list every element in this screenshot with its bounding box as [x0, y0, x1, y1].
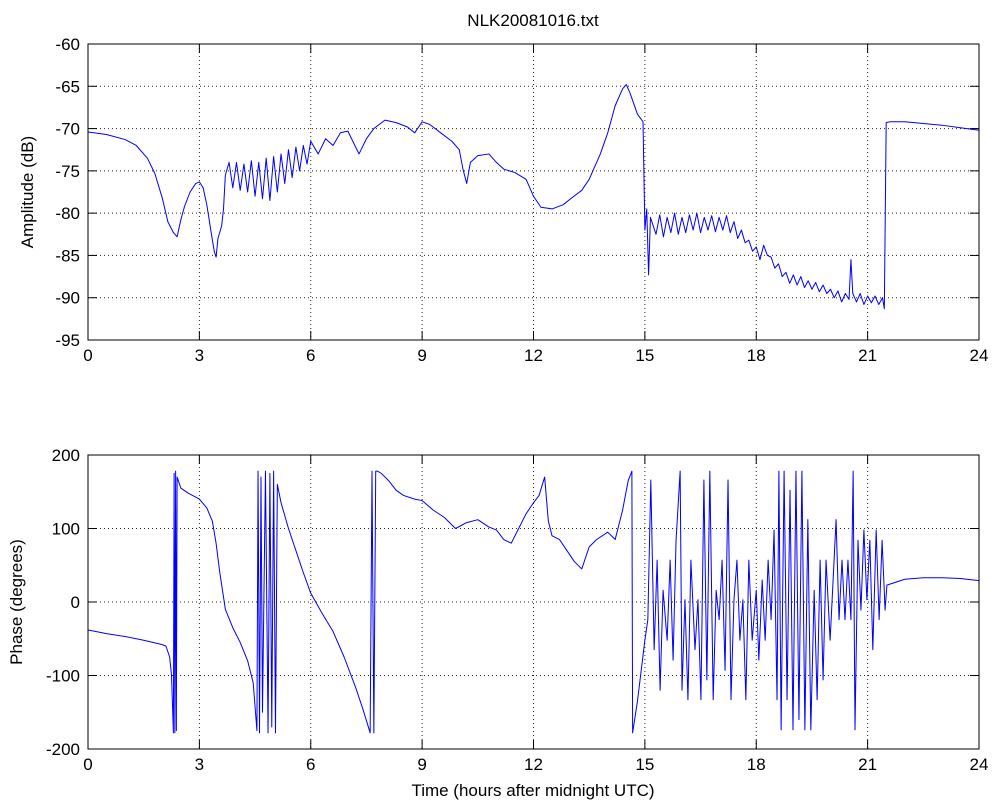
- amplitude-axes: 0 3 6 9 12 15 18 21 24 -95 -90 -85 -80 -75 -70 -65 -60 A…: [18, 35, 988, 365]
- x-tick-label: 21: [858, 346, 877, 365]
- x-tick-label: 24: [970, 755, 989, 774]
- y-tick-label: 200: [52, 446, 80, 465]
- amplitude-y-axis-label: Amplitude (dB): [18, 136, 37, 248]
- y-tick-label: -85: [55, 246, 80, 265]
- phase-ticks: [87, 454, 980, 750]
- x-tick-label: 21: [858, 755, 877, 774]
- x-tick-label: 9: [417, 346, 426, 365]
- y-tick-label: -200: [46, 740, 80, 759]
- y-tick-label: -70: [55, 120, 80, 139]
- y-tick-label: -65: [55, 77, 80, 96]
- phase-grid: [88, 455, 979, 749]
- x-tick-label: 6: [306, 346, 315, 365]
- x-tick-label: 18: [747, 346, 766, 365]
- x-tick-label: 3: [195, 346, 204, 365]
- time-x-axis-label: Time (hours after midnight UTC): [411, 781, 654, 800]
- x-tick-label: 3: [195, 755, 204, 774]
- y-tick-label: 100: [52, 520, 80, 539]
- x-tick-label: 0: [83, 755, 92, 774]
- x-tick-label: 0: [83, 346, 92, 365]
- y-tick-label: 0: [71, 593, 80, 612]
- phase-series-line: [88, 470, 979, 734]
- amplitude-ticks: [87, 43, 980, 341]
- y-tick-label: -80: [55, 204, 80, 223]
- x-tick-label: 12: [524, 755, 543, 774]
- phase-tick-labels: 0 3 6 9 12 15 18 21 24 -200 -100 0 100 200: [46, 446, 988, 774]
- x-tick-label: 12: [524, 346, 543, 365]
- amplitude-series-line: [88, 84, 979, 310]
- x-tick-label: 24: [970, 346, 989, 365]
- x-tick-label: 15: [635, 346, 654, 365]
- y-tick-label: -75: [55, 162, 80, 181]
- phase-axes: 0 3 6 9 12 15 18 21 24 -200 -100 0 100 200 Phase (deg…: [7, 446, 988, 800]
- x-tick-label: 6: [306, 755, 315, 774]
- y-tick-label: -60: [55, 35, 80, 54]
- y-tick-label: -100: [46, 667, 80, 686]
- y-tick-label: -90: [55, 289, 80, 308]
- amplitude-series: [88, 84, 979, 310]
- x-tick-label: 9: [417, 755, 426, 774]
- x-tick-label: 15: [635, 755, 654, 774]
- phase-y-axis-label: Phase (degrees): [7, 539, 26, 665]
- chart-title: NLK20081016.txt: [467, 11, 599, 30]
- amplitude-grid: [88, 44, 979, 340]
- y-tick-label: -95: [55, 331, 80, 350]
- x-tick-label: 18: [747, 755, 766, 774]
- phase-series: [88, 470, 979, 734]
- amplitude-tick-labels: 0 3 6 9 12 15 18 21 24 -95 -90 -85 -80 -75 -70 -65 -60: [55, 35, 988, 365]
